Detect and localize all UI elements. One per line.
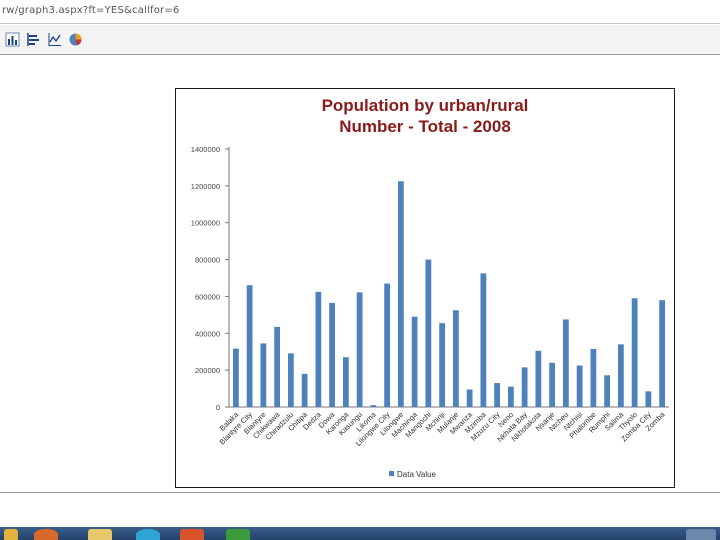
bar bbox=[659, 300, 666, 407]
bar bbox=[590, 348, 597, 407]
chart-toolbar bbox=[0, 25, 720, 55]
bar bbox=[604, 375, 611, 407]
legend-label: Data Value bbox=[397, 470, 437, 479]
bar bbox=[356, 292, 363, 407]
horizontal-bar-chart-icon[interactable] bbox=[26, 32, 41, 47]
bar bbox=[411, 316, 418, 407]
y-tick-label: 800000 bbox=[195, 256, 220, 265]
bar bbox=[260, 343, 267, 407]
bar bbox=[274, 326, 281, 407]
tray-button[interactable] bbox=[686, 529, 716, 540]
bar-chart-icon[interactable] bbox=[5, 32, 20, 47]
bar bbox=[452, 310, 459, 407]
bar bbox=[397, 181, 404, 407]
bar bbox=[232, 348, 239, 407]
y-tick-label: 1000000 bbox=[191, 219, 220, 228]
line-chart-icon[interactable] bbox=[47, 32, 62, 47]
bar bbox=[315, 291, 322, 407]
powerpoint-app-button[interactable] bbox=[180, 529, 204, 540]
pie-chart-icon[interactable] bbox=[68, 32, 83, 47]
bar bbox=[480, 273, 487, 407]
bar bbox=[521, 367, 528, 407]
bar bbox=[246, 285, 253, 407]
legend-swatch bbox=[389, 471, 394, 476]
window-bottom-border bbox=[0, 492, 720, 493]
excel-app-button[interactable] bbox=[226, 529, 250, 540]
bar bbox=[535, 350, 542, 407]
y-tick-label: 1200000 bbox=[191, 182, 220, 191]
bar bbox=[425, 259, 432, 407]
bar bbox=[287, 353, 294, 407]
bar bbox=[507, 386, 514, 407]
explorer-app-button[interactable] bbox=[88, 529, 112, 540]
bar bbox=[342, 357, 349, 407]
bar bbox=[494, 383, 501, 407]
bar bbox=[439, 323, 446, 407]
bar bbox=[631, 298, 638, 407]
firefox-app-button[interactable] bbox=[34, 529, 58, 540]
bar bbox=[549, 362, 556, 407]
taskbar bbox=[0, 527, 720, 540]
bar bbox=[466, 389, 473, 407]
y-tick-label: 0 bbox=[216, 403, 220, 412]
chart-subtitle: Number - Total - 2008 bbox=[339, 117, 511, 136]
bar bbox=[617, 344, 624, 407]
address-bar[interactable]: rw/graph3.aspx?ft=YES&callfor=6 bbox=[0, 0, 720, 24]
bar bbox=[301, 373, 308, 407]
folder-app-button[interactable] bbox=[4, 529, 18, 540]
bar bbox=[384, 283, 391, 407]
bar-chart: 0 200000 400000 600000 800000 1000000 1200000 1… bbox=[191, 145, 669, 479]
chart-frame: Population by urban/rural Number - Total… bbox=[175, 88, 675, 488]
bar bbox=[645, 391, 652, 407]
bar bbox=[576, 365, 583, 407]
y-tick-label: 600000 bbox=[195, 292, 220, 301]
y-tick-label: 1400000 bbox=[191, 145, 220, 154]
address-text[interactable]: rw/graph3.aspx?ft=YES&callfor=6 bbox=[2, 5, 180, 16]
y-tick-label: 400000 bbox=[195, 329, 220, 338]
bar bbox=[370, 405, 377, 407]
bar bbox=[329, 302, 336, 407]
bar bbox=[562, 319, 569, 407]
chart-title: Population by urban/rural bbox=[321, 96, 529, 115]
skype-app-button[interactable] bbox=[136, 529, 160, 540]
y-tick-label: 200000 bbox=[195, 366, 220, 375]
